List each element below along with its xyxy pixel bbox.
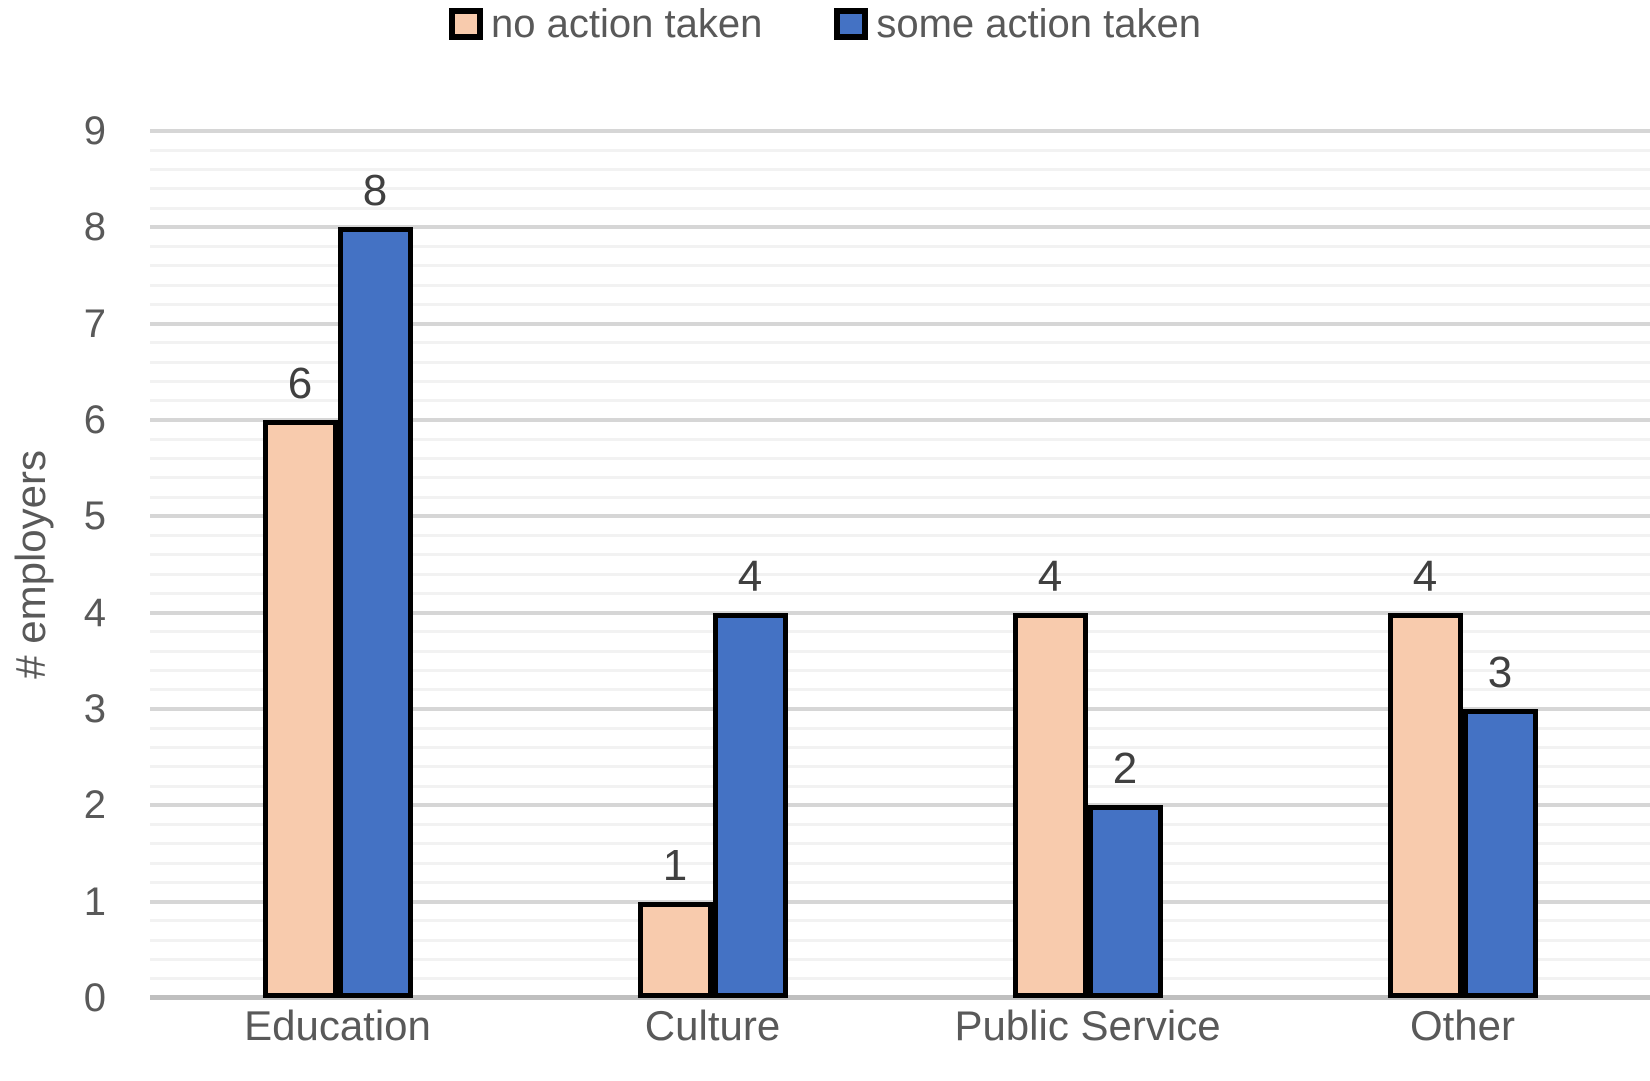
minor-gridline <box>150 437 1650 441</box>
legend-swatch-icon <box>834 8 869 40</box>
minor-gridline <box>150 341 1650 345</box>
minor-gridline <box>150 861 1650 865</box>
minor-gridline <box>150 591 1650 595</box>
y-tick-label: 7 <box>83 301 106 346</box>
major-gridline <box>150 514 1650 519</box>
minor-gridline <box>150 148 1650 152</box>
major-gridline <box>150 418 1650 422</box>
minor-gridline <box>150 919 1650 923</box>
category-label: Education <box>244 1002 431 1049</box>
y-tick-label: 8 <box>83 205 106 250</box>
minor-gridline <box>150 168 1650 172</box>
minor-gridline <box>150 302 1650 306</box>
y-axis-title-wrap: # employers <box>0 131 62 998</box>
minor-gridline <box>150 977 1650 981</box>
bar-value-label: 4 <box>737 551 763 601</box>
bar-no-action-taken-education <box>262 420 338 998</box>
y-tick-label: 1 <box>83 879 106 924</box>
category-label: Public Service <box>954 1002 1221 1049</box>
minor-gridline <box>150 534 1650 538</box>
y-tick-label: 2 <box>83 783 106 828</box>
y-tick-label: 4 <box>83 590 106 635</box>
minor-gridline <box>150 880 1650 884</box>
bar-value-label: 1 <box>662 840 688 890</box>
minor-gridline <box>150 476 1650 480</box>
minor-gridline <box>150 245 1650 249</box>
major-gridline <box>150 610 1650 615</box>
bar-value-label: 8 <box>362 166 388 216</box>
category-label: Culture <box>644 1002 781 1049</box>
major-gridline <box>150 225 1650 230</box>
minor-gridline <box>150 823 1650 827</box>
y-tick-label: 5 <box>83 494 106 539</box>
minor-gridline <box>150 688 1650 692</box>
major-gridline <box>150 321 1650 326</box>
bar-value-label: 6 <box>287 359 313 408</box>
y-tick-label: 6 <box>83 398 106 442</box>
legend-label: some action taken <box>876 2 1201 46</box>
minor-gridline <box>150 495 1650 499</box>
minor-gridline <box>150 784 1650 788</box>
minor-gridline <box>150 379 1650 383</box>
minor-gridline <box>150 746 1650 750</box>
minor-gridline <box>150 572 1650 576</box>
bar-some-action-taken-culture <box>712 612 788 998</box>
bar-no-action-taken-public-service <box>1012 612 1088 998</box>
minor-gridline <box>150 283 1650 287</box>
minor-gridline <box>150 187 1650 191</box>
minor-gridline <box>150 649 1650 653</box>
major-gridline <box>150 707 1650 711</box>
bar-some-action-taken-public-service <box>1087 805 1163 998</box>
x-axis-line <box>150 995 1650 1000</box>
legend-item-no-action-taken: no action taken <box>449 2 762 46</box>
y-tick-label: 3 <box>83 687 106 731</box>
y-tick-label: 9 <box>83 109 106 153</box>
major-gridline <box>150 899 1650 904</box>
minor-gridline <box>150 765 1650 769</box>
minor-gridline <box>150 630 1650 634</box>
legend-swatch-icon <box>449 8 484 40</box>
minor-gridline <box>150 399 1650 403</box>
minor-gridline <box>150 668 1650 672</box>
y-axis-title: # employers <box>7 450 54 679</box>
minor-gridline <box>150 553 1650 557</box>
legend-item-some-action-taken: some action taken <box>834 2 1201 46</box>
minor-gridline <box>150 938 1650 942</box>
bar-value-label: 4 <box>1037 551 1063 601</box>
y-tick-label: 0 <box>83 976 106 1020</box>
bar-some-action-taken-education <box>337 227 413 998</box>
bar-no-action-taken-culture <box>637 901 713 998</box>
minor-gridline <box>150 726 1650 730</box>
minor-gridline <box>150 457 1650 461</box>
bar-no-action-taken-other <box>1387 612 1463 998</box>
legend: no action taken some action taken <box>0 2 1650 46</box>
bar-value-label: 2 <box>1112 744 1138 794</box>
minor-gridline <box>150 957 1650 961</box>
legend-label: no action taken <box>491 2 763 46</box>
minor-gridline <box>150 842 1650 846</box>
bar-value-label: 4 <box>1412 551 1438 601</box>
minor-gridline <box>150 360 1650 364</box>
major-gridline <box>150 129 1650 133</box>
bar-value-label: 3 <box>1487 648 1513 697</box>
minor-gridline <box>150 206 1650 210</box>
category-label: Other <box>1409 1002 1516 1049</box>
bar-some-action-taken-other <box>1462 709 1538 998</box>
major-gridline <box>150 803 1650 808</box>
minor-gridline <box>150 264 1650 268</box>
